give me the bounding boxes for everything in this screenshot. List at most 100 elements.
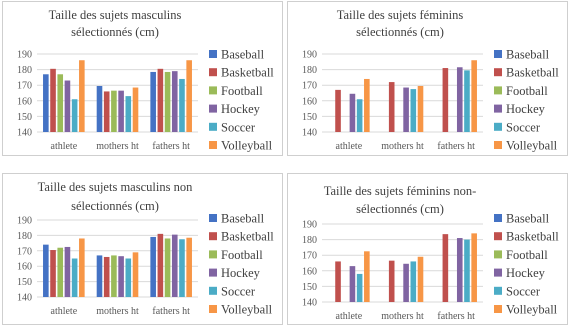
- y-tick-label: 180: [17, 231, 32, 242]
- legend-swatch: [209, 50, 217, 58]
- bar-soccer: [464, 70, 470, 132]
- bar-volleyball: [186, 60, 192, 132]
- bar-football: [57, 74, 64, 132]
- bar-hockey: [64, 80, 71, 132]
- chart-svg: Taille des sujets féminins sélectionnés (…: [302, 8, 559, 153]
- bar-football: [111, 90, 117, 132]
- legend-label: Soccer: [221, 120, 256, 134]
- legend-label: Hockey: [221, 102, 261, 116]
- y-tick-label: 160: [302, 266, 317, 277]
- bar-football: [164, 71, 171, 132]
- y-tick-label: 170: [17, 246, 32, 257]
- y-tick-label: 160: [17, 96, 32, 107]
- legend-label: Football: [506, 84, 548, 98]
- legend-label: Basketball: [221, 230, 274, 244]
- bar-baseball: [43, 74, 49, 132]
- chart-svg: Taille des sujets masculins sélectionnés …: [17, 8, 274, 153]
- chart-title-line: sélectionnés (cm): [356, 202, 444, 216]
- bar-volleyball: [132, 87, 139, 132]
- bar-volleyball: [364, 78, 370, 132]
- bar-football: [111, 255, 117, 297]
- y-tick-label: 180: [302, 65, 317, 76]
- chart-svg: Taille des sujets féminins non-sélection…: [302, 184, 559, 322]
- x-category-label: athlete: [336, 141, 363, 152]
- bar-baseball: [43, 244, 49, 297]
- chart-title-line: sélectionnés (cm): [71, 25, 159, 39]
- bar-basketball: [335, 89, 341, 132]
- y-tick-label: 140: [302, 298, 317, 309]
- bar-basketball: [103, 256, 110, 297]
- chart-title-line: sélectionnés (cm): [356, 25, 444, 39]
- legend-label: Hockey: [221, 266, 261, 280]
- bar-hockey: [349, 93, 356, 132]
- y-tick-label: 190: [17, 50, 32, 61]
- legend-label: Football: [221, 248, 263, 262]
- bar-volleyball: [79, 60, 85, 132]
- chart-title-line: sélectionnés (cm): [71, 199, 159, 213]
- bar-hockey: [456, 238, 463, 302]
- legend-label: Baseball: [506, 48, 550, 62]
- legend-swatch: [209, 268, 217, 277]
- chart-panel-male-selected: Taille des sujets masculins sélectionnés …: [2, 1, 283, 156]
- y-tick-label: 140: [17, 293, 32, 304]
- chart-title-line: Taille des sujets féminins non-: [324, 184, 477, 198]
- bar-hockey: [118, 90, 124, 132]
- bar-basketball: [388, 260, 395, 302]
- bar-baseball: [96, 255, 103, 297]
- bar-basketball: [50, 250, 56, 297]
- legend-swatch: [209, 86, 217, 95]
- y-tick-label: 140: [302, 128, 317, 139]
- bar-soccer: [71, 99, 78, 132]
- bar-football: [57, 247, 64, 297]
- x-category-label: fathers ht: [152, 306, 190, 317]
- legend-swatch: [494, 286, 502, 295]
- legend-label: Basketball: [221, 66, 274, 80]
- legend-swatch: [494, 232, 502, 241]
- legend-swatch: [494, 141, 502, 149]
- x-category-label: fathers ht: [437, 311, 475, 322]
- bar-hockey: [64, 246, 71, 297]
- bar-volleyball: [79, 238, 85, 297]
- y-tick-label: 190: [302, 50, 317, 61]
- legend-label: Soccer: [506, 120, 541, 134]
- legend-label: Soccer: [506, 284, 541, 298]
- y-tick-label: 180: [17, 65, 32, 76]
- x-category-label: athlete: [336, 311, 363, 322]
- bar-baseball: [150, 71, 156, 132]
- bar-soccer: [464, 239, 470, 302]
- y-tick-label: 150: [302, 112, 317, 123]
- x-category-label: mothers ht: [96, 141, 139, 152]
- y-tick-label: 160: [302, 96, 317, 107]
- legend-label: Baseball: [221, 48, 265, 62]
- x-category-label: mothers ht: [381, 311, 424, 322]
- y-tick-label: 140: [17, 128, 32, 139]
- y-tick-label: 170: [302, 81, 317, 92]
- legend-swatch: [209, 104, 217, 113]
- bar-soccer: [356, 273, 363, 302]
- bar-volleyball: [417, 256, 424, 302]
- bar-basketball: [157, 68, 164, 132]
- bar-baseball: [150, 236, 156, 297]
- bar-basketball: [157, 233, 164, 297]
- legend-swatch: [494, 104, 502, 113]
- x-category-label: fathers ht: [437, 141, 475, 152]
- legend-swatch: [209, 232, 217, 241]
- bar-football: [164, 238, 171, 297]
- legend-swatch: [494, 50, 502, 58]
- legend-label: Volleyball: [221, 303, 273, 317]
- bar-baseball: [96, 85, 103, 132]
- bar-hockey: [403, 87, 409, 132]
- legend-swatch: [494, 68, 502, 77]
- chart-panel-female-non-selected: Taille des sujets féminins non-sélection…: [287, 173, 568, 325]
- bar-volleyball: [471, 60, 477, 132]
- legend-label: Volleyball: [506, 303, 558, 317]
- bar-soccer: [179, 239, 185, 297]
- bar-soccer: [410, 89, 417, 132]
- legend-swatch: [209, 286, 217, 295]
- chart-title-line: Taille des sujets masculins non: [38, 180, 193, 194]
- bar-basketball: [335, 261, 341, 302]
- y-tick-label: 190: [17, 216, 32, 227]
- chart-title-line: Taille des sujets masculins: [49, 8, 182, 22]
- y-tick-label: 180: [302, 235, 317, 246]
- y-tick-label: 170: [17, 81, 32, 92]
